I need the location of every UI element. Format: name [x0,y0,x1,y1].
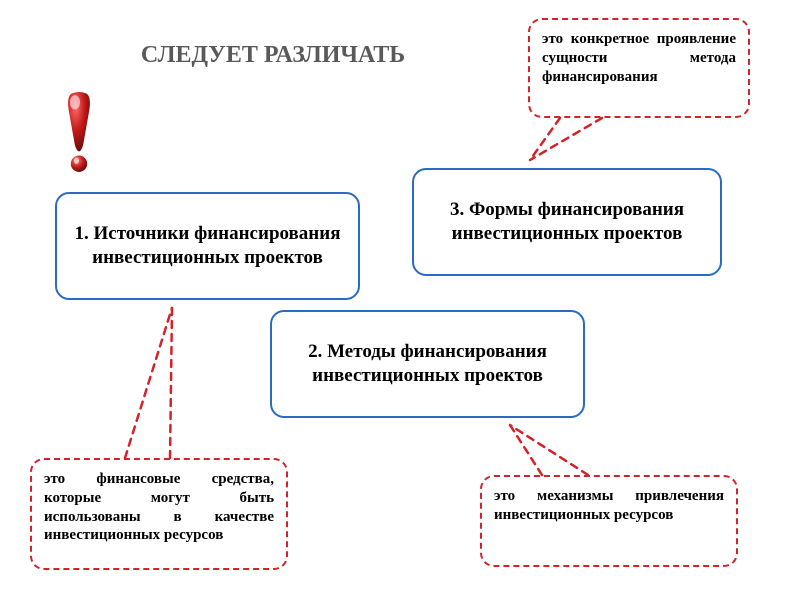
callout-pointer-c [0,0,800,600]
